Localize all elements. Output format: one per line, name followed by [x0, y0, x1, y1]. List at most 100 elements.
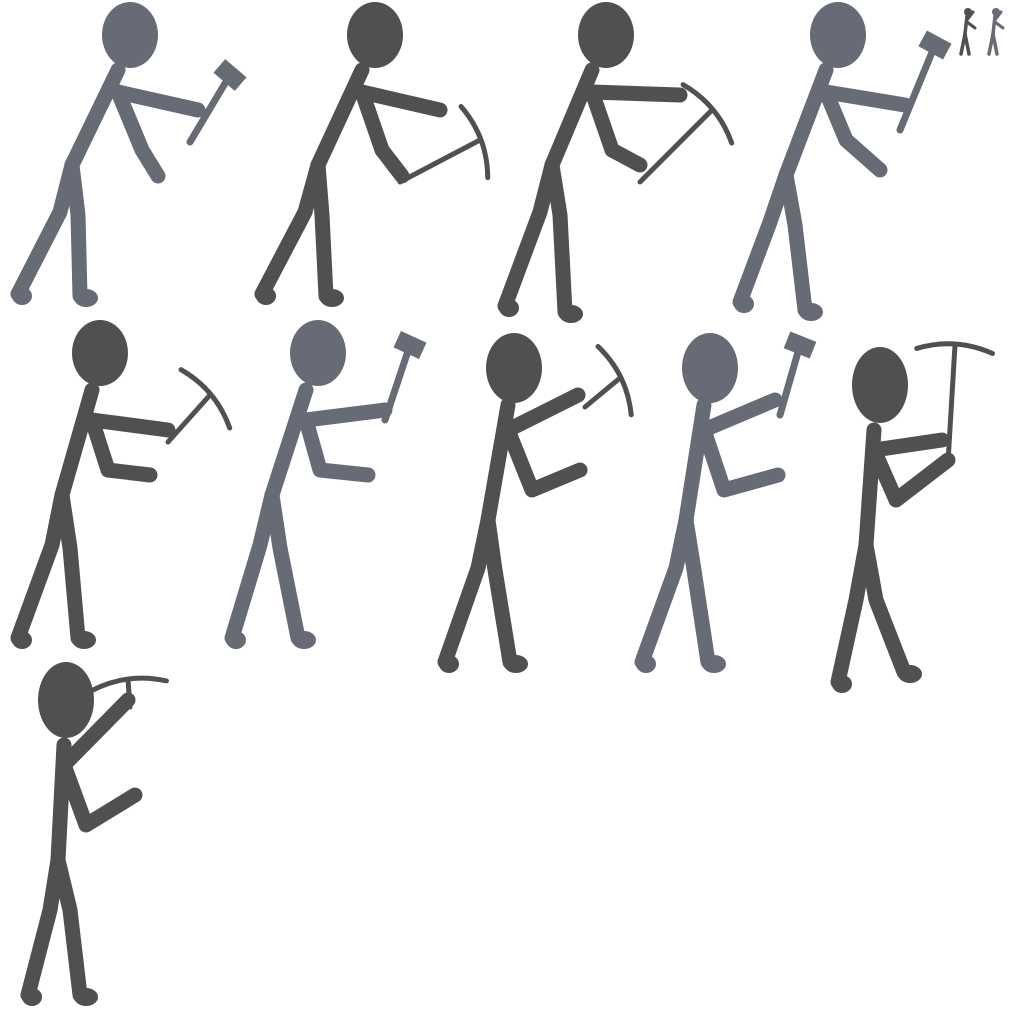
arm-back [965, 20, 977, 30]
arm-front [354, 84, 448, 118]
arm-back [110, 84, 166, 184]
pickaxe-icon [914, 341, 996, 465]
leg-back [224, 487, 280, 646]
stick-figure-frame [497, 2, 735, 323]
head [810, 2, 866, 68]
leg-front [264, 487, 306, 646]
arm-front [500, 387, 586, 438]
leg-front [50, 852, 88, 1003]
stick-figure-frame [254, 2, 491, 307]
pickaxe-handle [582, 375, 623, 410]
arm-back [696, 422, 786, 498]
pickaxe-handle [165, 392, 213, 445]
arm-back [298, 412, 376, 483]
leg-front [310, 157, 334, 304]
arm-back [584, 84, 648, 173]
mini-stick-figure [987, 8, 1005, 56]
foot [72, 631, 96, 649]
foot [504, 655, 528, 673]
foot [636, 655, 656, 673]
foot [22, 988, 42, 1006]
pickaxe-head [88, 675, 169, 694]
stick-figure-frame [830, 341, 996, 693]
arm-back [866, 442, 956, 508]
arm-front [696, 392, 783, 438]
head [486, 333, 542, 403]
leg-front [963, 32, 971, 56]
pickaxe-head [595, 343, 634, 418]
hammer-handle [896, 41, 939, 134]
torso [480, 397, 516, 528]
mini-stick-figure [959, 8, 977, 56]
hammer-icon [186, 59, 247, 146]
pickaxe-handle [397, 137, 483, 185]
pickaxe-icon [637, 82, 735, 185]
head [290, 320, 346, 386]
arm-front [818, 84, 913, 113]
foot [12, 287, 32, 305]
foot [702, 655, 726, 673]
leg-front [480, 512, 518, 670]
foot [256, 287, 276, 305]
leg-front [858, 537, 912, 680]
hammer-icon [776, 331, 817, 419]
arm-back [56, 757, 143, 833]
torso [678, 397, 712, 528]
stick-figure-frame [10, 320, 233, 649]
foot [292, 631, 316, 649]
head [347, 2, 403, 68]
arm-front [84, 412, 176, 438]
leg-front [778, 167, 813, 318]
hammer-head [213, 59, 247, 91]
arm-back [354, 84, 410, 184]
leg-front [54, 487, 86, 646]
arm-front [866, 432, 950, 458]
arm-front [965, 10, 975, 22]
arm-back [84, 412, 158, 483]
arm-front [584, 84, 688, 103]
head [38, 662, 94, 738]
head [578, 2, 634, 68]
torso [778, 62, 834, 183]
pickaxe-handle [945, 342, 958, 465]
arm-front [110, 84, 206, 118]
pickaxe-icon [582, 343, 634, 418]
foot [74, 289, 98, 307]
leg-back [830, 537, 874, 690]
pickaxe-handle [637, 107, 715, 185]
foot [898, 665, 922, 683]
pickaxe-head [914, 341, 996, 357]
head [72, 320, 128, 386]
stick-figure-frame [437, 333, 634, 673]
foot [499, 299, 519, 317]
arm-front [298, 402, 393, 428]
foot [226, 631, 246, 649]
leg-front [991, 32, 999, 56]
hammer-head [393, 331, 427, 359]
stick-figure-frame [224, 320, 427, 649]
pickaxe-head [178, 367, 233, 431]
torso [544, 62, 600, 173]
leg-back [20, 852, 66, 1003]
foot [734, 295, 754, 313]
pickaxe-icon [165, 367, 233, 445]
foot [832, 675, 852, 693]
foot [74, 988, 98, 1006]
leg-back [634, 512, 694, 670]
torso [64, 62, 126, 173]
arm-front [56, 692, 136, 773]
arm-back [818, 84, 888, 178]
head [682, 333, 738, 403]
leg-front [64, 157, 88, 304]
foot [439, 655, 459, 673]
leg-back [10, 487, 70, 646]
foot [320, 289, 344, 307]
foot [12, 631, 32, 649]
leg-front [544, 157, 573, 320]
hammer-handle [186, 71, 234, 146]
stick-figure-frame [10, 2, 247, 307]
leg-back [437, 512, 496, 670]
pickaxe-head [458, 104, 491, 181]
stick-figure-frame [634, 331, 817, 673]
